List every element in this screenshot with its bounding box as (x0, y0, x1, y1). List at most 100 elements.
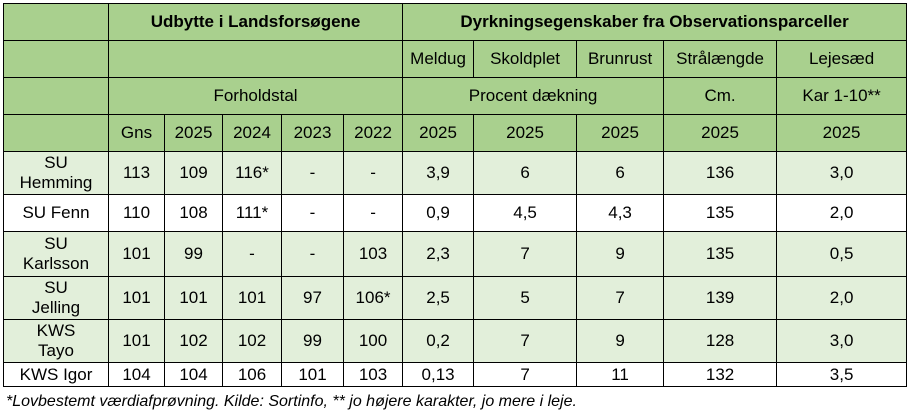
col-skoldplet: Skoldplet (473, 40, 578, 78)
yield-subheader-empty (107, 40, 404, 78)
value-cell: 102 (222, 319, 282, 363)
table-row: SU Jelling 101 101 101 97 106* 2,5 5 7 13… (3, 276, 908, 320)
value-cell: 101 (108, 231, 165, 277)
value-cell: 104 (108, 362, 165, 387)
value-cell: 100 (342, 319, 404, 363)
header-row-groups: Udbytte i Landsforsøgene Dyrkningsegensk… (3, 3, 908, 41)
value-cell: 101 (164, 276, 223, 320)
variety-name: SU Fenn (3, 194, 109, 232)
value-cell: - (281, 151, 344, 195)
value-cell: 99 (281, 319, 344, 363)
header-row-units: Forholdstal Procent dækning Cm. Kar 1-10… (3, 77, 908, 115)
col-straalaengde: Strålængde (663, 40, 778, 78)
header-row-years: Gns 2025 2024 2023 2022 2025 2025 2025 2… (3, 114, 908, 152)
value-cell: 136 (663, 151, 778, 195)
unit-percent-cover: Procent dækning (402, 77, 665, 115)
value-cell: 101 (108, 319, 165, 363)
value-cell: 101 (222, 276, 282, 320)
unit-lodging-scale: Kar 1-10** (776, 77, 908, 115)
value-cell: 4,3 (576, 194, 665, 232)
year-cell: 2025 (402, 114, 475, 152)
value-cell: 2,0 (776, 194, 908, 232)
value-cell: 2,5 (402, 276, 475, 320)
value-cell: 4,5 (473, 194, 578, 232)
value-cell: 106* (342, 276, 404, 320)
value-cell: 111* (222, 194, 282, 232)
value-cell: 0,9 (402, 194, 475, 232)
value-cell: 5 (473, 276, 578, 320)
value-cell: 9 (576, 319, 665, 363)
year-cell: 2025 (663, 114, 778, 152)
year-cell: 2022 (342, 114, 404, 152)
value-cell: 103 (342, 231, 404, 277)
unit-ratio: Forholdstal (107, 77, 404, 115)
value-cell: 101 (281, 362, 344, 387)
value-cell: 7 (576, 276, 665, 320)
value-cell: 6 (473, 151, 578, 195)
value-cell: 0,2 (402, 319, 475, 363)
value-cell: 6 (576, 151, 665, 195)
value-cell: 108 (164, 194, 223, 232)
group-yield-header: Udbytte i Landsforsøgene (107, 3, 404, 41)
value-cell: 101 (108, 276, 165, 320)
value-cell: 135 (663, 194, 778, 232)
value-cell: - (342, 194, 404, 232)
value-cell: 97 (281, 276, 344, 320)
value-cell: 116* (222, 151, 282, 195)
col-lejesaed: Lejesæd (776, 40, 908, 78)
col-brunrust: Brunrust (576, 40, 665, 78)
variety-name: SU Karlsson (3, 231, 109, 277)
value-cell: 0,5 (776, 231, 908, 277)
group-growth-header: Dyrkningsegenskaber fra Observationsparc… (402, 3, 908, 41)
value-cell: 109 (164, 151, 223, 195)
table-row: KWS Tayo 101 102 102 99 100 0,2 7 9 128 3… (3, 319, 908, 363)
value-cell: 110 (108, 194, 165, 232)
year-cell: 2024 (222, 114, 282, 152)
variety-name: SU Jelling (3, 276, 109, 320)
value-cell: 113 (108, 151, 165, 195)
value-cell: - (222, 231, 282, 277)
value-cell: 103 (342, 362, 404, 387)
corner-cell (3, 3, 109, 41)
variety-name: SU Hemming (3, 151, 109, 195)
value-cell: 7 (473, 319, 578, 363)
year-cell: 2025 (776, 114, 908, 152)
table-row: KWS Igor 104 104 106 101 103 0,13 7 11 1… (3, 362, 908, 387)
variety-trial-table: Udbytte i Landsforsøgene Dyrkningsegensk… (3, 3, 908, 387)
value-cell: - (342, 151, 404, 195)
value-cell: 3,0 (776, 319, 908, 363)
unit-cm: Cm. (663, 77, 778, 115)
value-cell: 135 (663, 231, 778, 277)
table-row: SU Karlsson 101 99 - - 103 2,3 7 9 135 0,… (3, 231, 908, 277)
year-cell: Gns (108, 114, 165, 152)
col-meldug: Meldug (402, 40, 475, 78)
value-cell: 104 (164, 362, 223, 387)
value-cell: 139 (663, 276, 778, 320)
value-cell: - (281, 231, 344, 277)
footnote: *Lovbestemt værdiafprøvning. Kilde: Sort… (6, 393, 577, 410)
table-row: SU Hemming 113 109 116* - - 3,9 6 6 136 3… (3, 151, 908, 195)
value-cell: 132 (663, 362, 778, 387)
table-row: SU Fenn 110 108 111* - - 0,9 4,5 4,3 135… (3, 194, 908, 232)
value-cell: 9 (576, 231, 665, 277)
year-cell: 2025 (164, 114, 223, 152)
year-cell: 2025 (576, 114, 665, 152)
value-cell: 128 (663, 319, 778, 363)
value-cell: 102 (164, 319, 223, 363)
value-cell: 7 (473, 231, 578, 277)
value-cell: 7 (473, 362, 578, 387)
header-row-traits: Meldug Skoldplet Brunrust Strålængde Lej… (3, 40, 908, 78)
year-cell: 2025 (473, 114, 578, 152)
value-cell: 3,5 (776, 362, 908, 387)
variety-name: KWS Tayo (3, 319, 109, 363)
value-cell: 2,3 (402, 231, 475, 277)
year-cell: 2023 (281, 114, 344, 152)
value-cell: 11 (576, 362, 665, 387)
value-cell: 3,0 (776, 151, 908, 195)
value-cell: 106 (222, 362, 282, 387)
value-cell: 2,0 (776, 276, 908, 320)
value-cell: 3,9 (402, 151, 475, 195)
value-cell: - (281, 194, 344, 232)
value-cell: 0,13 (402, 362, 475, 387)
value-cell: 99 (164, 231, 223, 277)
